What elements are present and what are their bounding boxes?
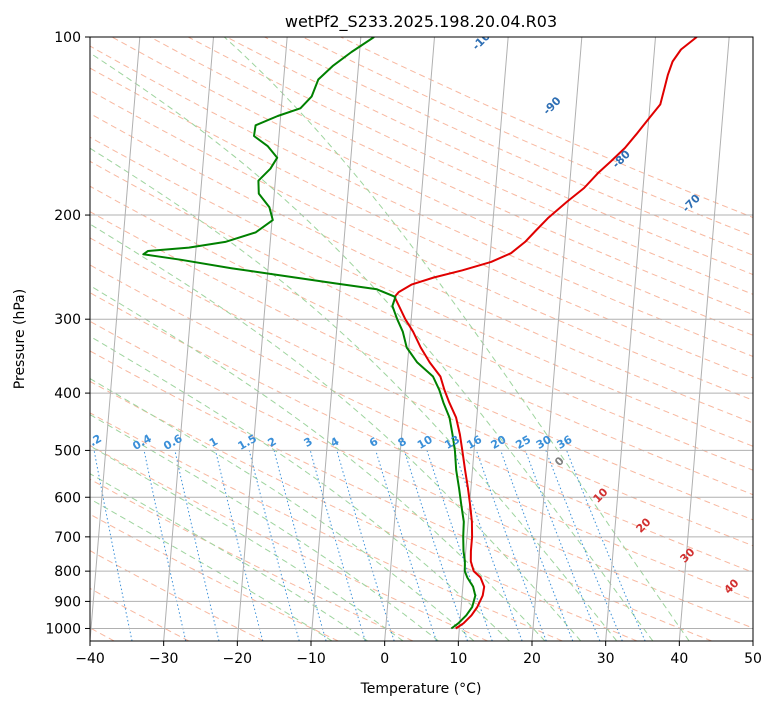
- y-tick-label: 100: [54, 30, 81, 46]
- moist-adiabat-line: [90, 498, 333, 641]
- dry-adiabat-line: [90, 412, 563, 641]
- y-axis: 1000 900 800 700 600 500 400 300 200 100: [45, 30, 90, 637]
- dry-adiabat-line: [111, 37, 753, 336]
- isotherm-line: [678, 37, 730, 641]
- mixing-ratio-line: [545, 450, 623, 641]
- y-tick-label: 500: [54, 443, 81, 459]
- dry-adiabat-line: [90, 292, 753, 601]
- x-tick-label: 50: [744, 651, 762, 667]
- moist-adiabat-line: [90, 223, 582, 641]
- plot-grid-layer: [90, 37, 753, 641]
- y-tick-label: 1000: [45, 621, 81, 637]
- x-tick-label: 40: [670, 651, 688, 667]
- y-tick-label: 700: [54, 530, 81, 546]
- x-axis: −40 −30 −20 −10 0 10 20 30 40 50: [75, 641, 762, 667]
- y-tick-label: 200: [54, 208, 81, 224]
- dry-adiabat-line: [90, 185, 753, 496]
- y-tick-label: 800: [54, 564, 81, 580]
- temperature-profile-line: [393, 37, 698, 630]
- mixing-ratio-line: [273, 450, 327, 641]
- dry-adiabat-line: [90, 45, 753, 357]
- x-tick-label: −30: [149, 651, 179, 667]
- y-tick-label: 300: [54, 312, 81, 328]
- dry-adiabat-line: [90, 264, 753, 573]
- dry-adiabat-line: [90, 320, 753, 629]
- y-tick-label: 600: [54, 490, 81, 506]
- x-axis-label: Temperature (°C): [360, 681, 482, 697]
- mixing-ratio-line: [375, 450, 437, 641]
- mixing-ratio-line: [524, 450, 601, 641]
- moist-adiabat-line: [223, 37, 690, 641]
- isotherm-line: [605, 37, 656, 641]
- isotherm-line: [384, 37, 435, 641]
- dry-adiabat-label: -60: [750, 235, 773, 258]
- x-tick-label: −20: [223, 651, 253, 667]
- mixing-ratio-line: [500, 450, 574, 641]
- dewpoint-profile-line: [142, 37, 477, 630]
- dry-adiabat-line: [90, 211, 753, 521]
- chart-title: wetPf2_S233.2025.198.20.04.R03: [285, 12, 557, 32]
- moist-adiabat-line: [90, 335, 510, 641]
- dry-adiabat-line: [90, 89, 753, 401]
- isotherm-line: [163, 37, 214, 641]
- dry-adiabat-line: [188, 37, 753, 295]
- dry-adiabat-line: [90, 350, 712, 641]
- moist-adiabat-line: [90, 445, 404, 641]
- dry-adiabat-line: [90, 113, 753, 424]
- isotherm-line: [310, 37, 362, 641]
- dry-adiabat-line: [90, 237, 753, 547]
- mixing-ratio-line: [174, 450, 220, 641]
- x-tick-label: −40: [75, 651, 105, 667]
- moist-adiabat-line: [90, 52, 654, 641]
- mixing-ratio-line: [403, 450, 468, 641]
- moist-adiabat-line: [90, 414, 439, 641]
- mixing-ratio-line: [248, 450, 300, 641]
- x-tick-label: 20: [523, 651, 541, 667]
- y-tick-label: 400: [54, 386, 81, 402]
- mixing-ratio-line: [215, 450, 264, 641]
- x-tick-label: 0: [380, 651, 389, 667]
- dry-adiabat-line: [90, 444, 488, 641]
- mixing-ratio-line: [475, 450, 547, 641]
- plot-frame: [89, 36, 754, 642]
- x-tick-label: −10: [296, 651, 326, 667]
- dry-adiabat-line: [90, 550, 264, 641]
- dry-adiabat-line: [90, 513, 339, 641]
- mixing-ratio-line: [426, 450, 493, 641]
- isotherm-line: [531, 37, 583, 641]
- y-tick-label: 900: [54, 594, 81, 610]
- plot-series-layer: [142, 37, 698, 630]
- x-tick-label: 30: [597, 651, 615, 667]
- mixing-ratio-line: [309, 450, 366, 641]
- isotherm-line: [457, 37, 509, 641]
- mixing-ratio-line: [143, 450, 187, 641]
- isotherm-line: [236, 37, 288, 641]
- isotherm-line: [90, 37, 141, 641]
- y-axis-label: Pressure (hPa): [12, 289, 28, 389]
- x-tick-label: 10: [449, 651, 467, 667]
